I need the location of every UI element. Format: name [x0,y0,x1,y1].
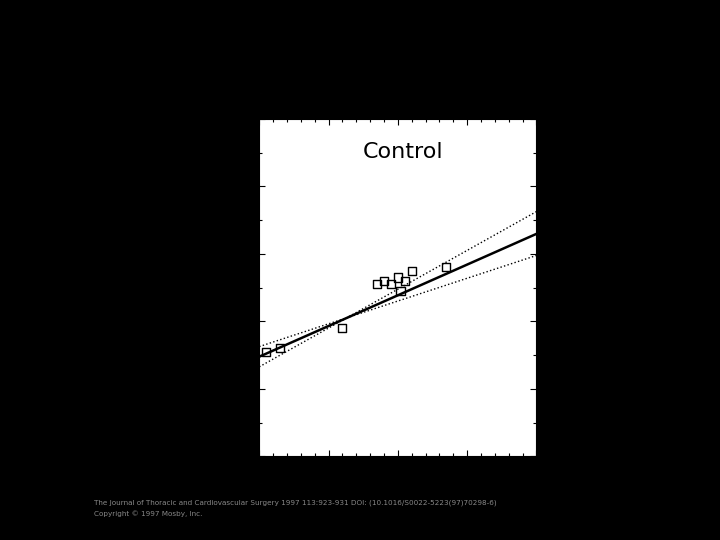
Point [441,263,452,272]
Text: A: A [189,66,208,90]
Point [372,280,383,288]
Point [395,287,406,295]
Point [406,266,418,275]
Point [399,276,410,285]
Point [378,276,390,285]
Point [274,344,286,353]
Point [337,323,348,332]
Y-axis label: Vo₂ (ml O₂·beat⁻¹·100g⁻¹): Vo₂ (ml O₂·beat⁻¹·100g⁻¹) [211,212,224,363]
Text: Control: Control [363,143,444,163]
Text: Copyright © 1997 Mosby, Inc.: Copyright © 1997 Mosby, Inc. [94,510,202,517]
Text: The Journal of Thoracic and Cardiovascular Surgery 1997 113:923-931 DOI: (10.101: The Journal of Thoracic and Cardiovascul… [94,500,496,506]
Text: Fig. 4: Fig. 4 [341,14,379,28]
Point [385,280,397,288]
Point [261,347,272,356]
X-axis label: PVA (mmHg·ml·100g⁻¹): PVA (mmHg·ml·100g⁻¹) [329,478,467,491]
Point [392,273,403,282]
